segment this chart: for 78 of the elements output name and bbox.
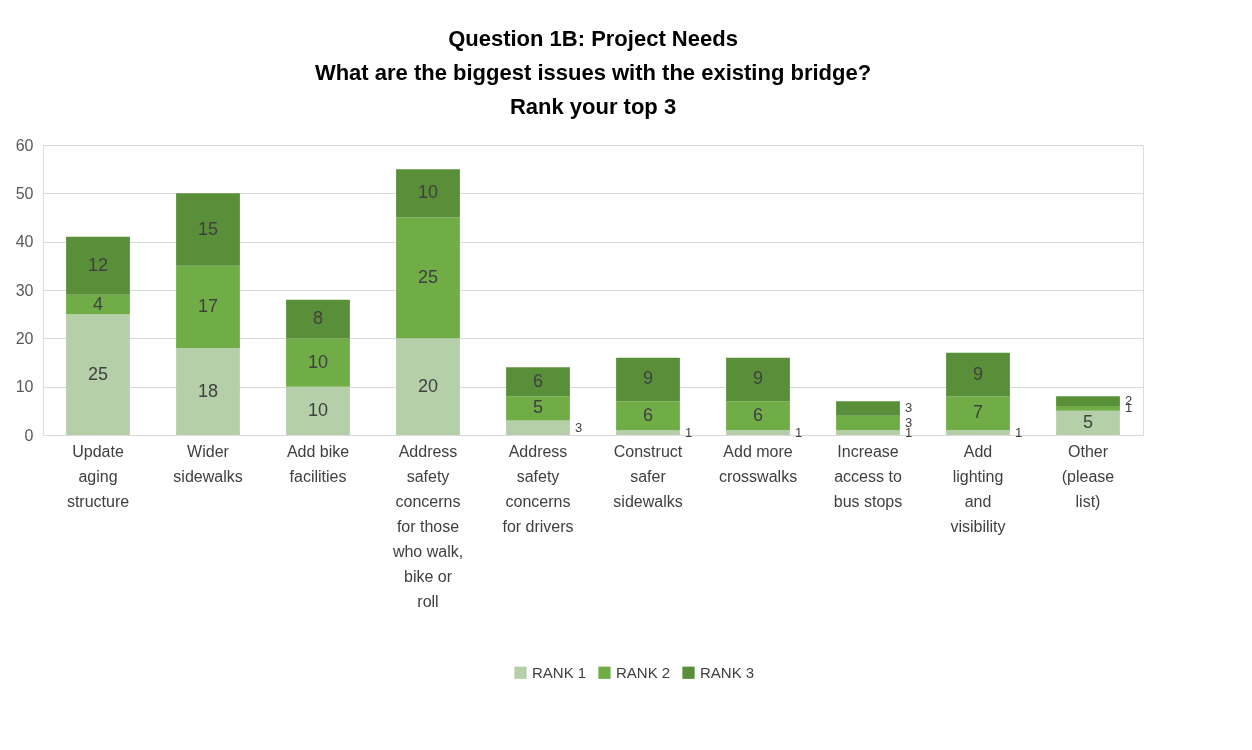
y-tick-label: 20 [15, 329, 34, 347]
x-tick-label: Other (please list) [1061, 442, 1115, 510]
bar [396, 169, 460, 218]
x-tick-label: Add bike facilities [286, 442, 350, 485]
data-label: 25 [417, 266, 439, 287]
bar [836, 401, 900, 416]
legend-label: RANK 1 [532, 663, 587, 681]
bar [506, 420, 570, 435]
bar [726, 357, 790, 402]
bar [506, 367, 570, 397]
bar [506, 396, 570, 421]
data-label: 10 [307, 351, 329, 372]
data-label: 6 [752, 404, 764, 425]
data-label: 25 [87, 363, 109, 384]
chart-subtitle: What are the biggest issues with the existing bridge? Rank your top 3 [314, 60, 872, 119]
bar [1056, 396, 1120, 406]
data-label: 20 [417, 375, 439, 396]
data-label: 9 [972, 363, 984, 384]
bar [286, 338, 350, 387]
bar [66, 294, 130, 315]
bar [396, 217, 460, 339]
bar [286, 299, 350, 339]
y-tick-label: 60 [15, 136, 34, 154]
bar [66, 236, 130, 295]
data-label: 6 [532, 370, 544, 391]
x-tick-label: Address safety concerns for those who walk, bike or roll [391, 442, 464, 610]
bar [946, 396, 1010, 431]
data-label: 4 [92, 293, 104, 314]
x-tick-label: Construct safer sidewalks [613, 442, 683, 510]
bar [616, 430, 680, 435]
x-tick-label: Add lighting and visibility [950, 442, 1006, 535]
bar [946, 352, 1010, 397]
data-label: 7 [972, 402, 984, 423]
x-tick-label: Address safety concerns for drivers [502, 442, 574, 535]
data-label: 1 [685, 424, 693, 440]
data-label: 5 [1082, 411, 1094, 432]
y-tick-label: 10 [15, 378, 34, 396]
data-label: 3 [905, 400, 913, 416]
bar [616, 401, 680, 431]
bar [176, 193, 240, 266]
legend-label: RANK 2 [616, 663, 671, 681]
data-label: 1 [1015, 424, 1023, 440]
bar [1056, 410, 1120, 435]
data-label: 8 [312, 308, 324, 328]
bar [176, 265, 240, 348]
y-tick-label: 0 [24, 426, 34, 444]
y-tick-label: 30 [15, 281, 34, 299]
bar [836, 415, 900, 431]
data-label: 3 [575, 419, 583, 435]
data-label: 6 [642, 404, 654, 425]
bar [176, 348, 240, 435]
bar [1056, 406, 1120, 411]
y-tick-label: 40 [15, 233, 34, 251]
data-label: 10 [307, 399, 329, 420]
x-tick-label: Add more crosswalks [718, 442, 798, 485]
data-label: 18 [197, 380, 219, 401]
bar [66, 314, 130, 435]
bar [616, 357, 680, 402]
bar [726, 430, 790, 435]
legend-label: RANK 3 [700, 663, 755, 681]
data-label: 15 [197, 218, 219, 239]
bar [286, 386, 350, 435]
chart-title: Question 1B: Project Needs [448, 26, 738, 51]
data-label: 17 [197, 295, 219, 316]
data-label: 9 [642, 368, 654, 389]
bar [726, 401, 790, 431]
y-tick-label: 50 [15, 184, 34, 202]
bar [946, 430, 1010, 435]
x-tick-label: Increase access to bus stops [833, 442, 903, 510]
bar [396, 338, 460, 435]
data-label: 5 [532, 397, 544, 418]
x-tick-label: Update aging structure [66, 442, 130, 510]
bar [836, 430, 900, 435]
data-label: 9 [752, 368, 764, 389]
data-label: 10 [417, 182, 439, 203]
data-label: 12 [87, 254, 109, 275]
x-tick-label: Wider sidewalks [173, 442, 243, 485]
data-label: 1 [795, 424, 803, 440]
